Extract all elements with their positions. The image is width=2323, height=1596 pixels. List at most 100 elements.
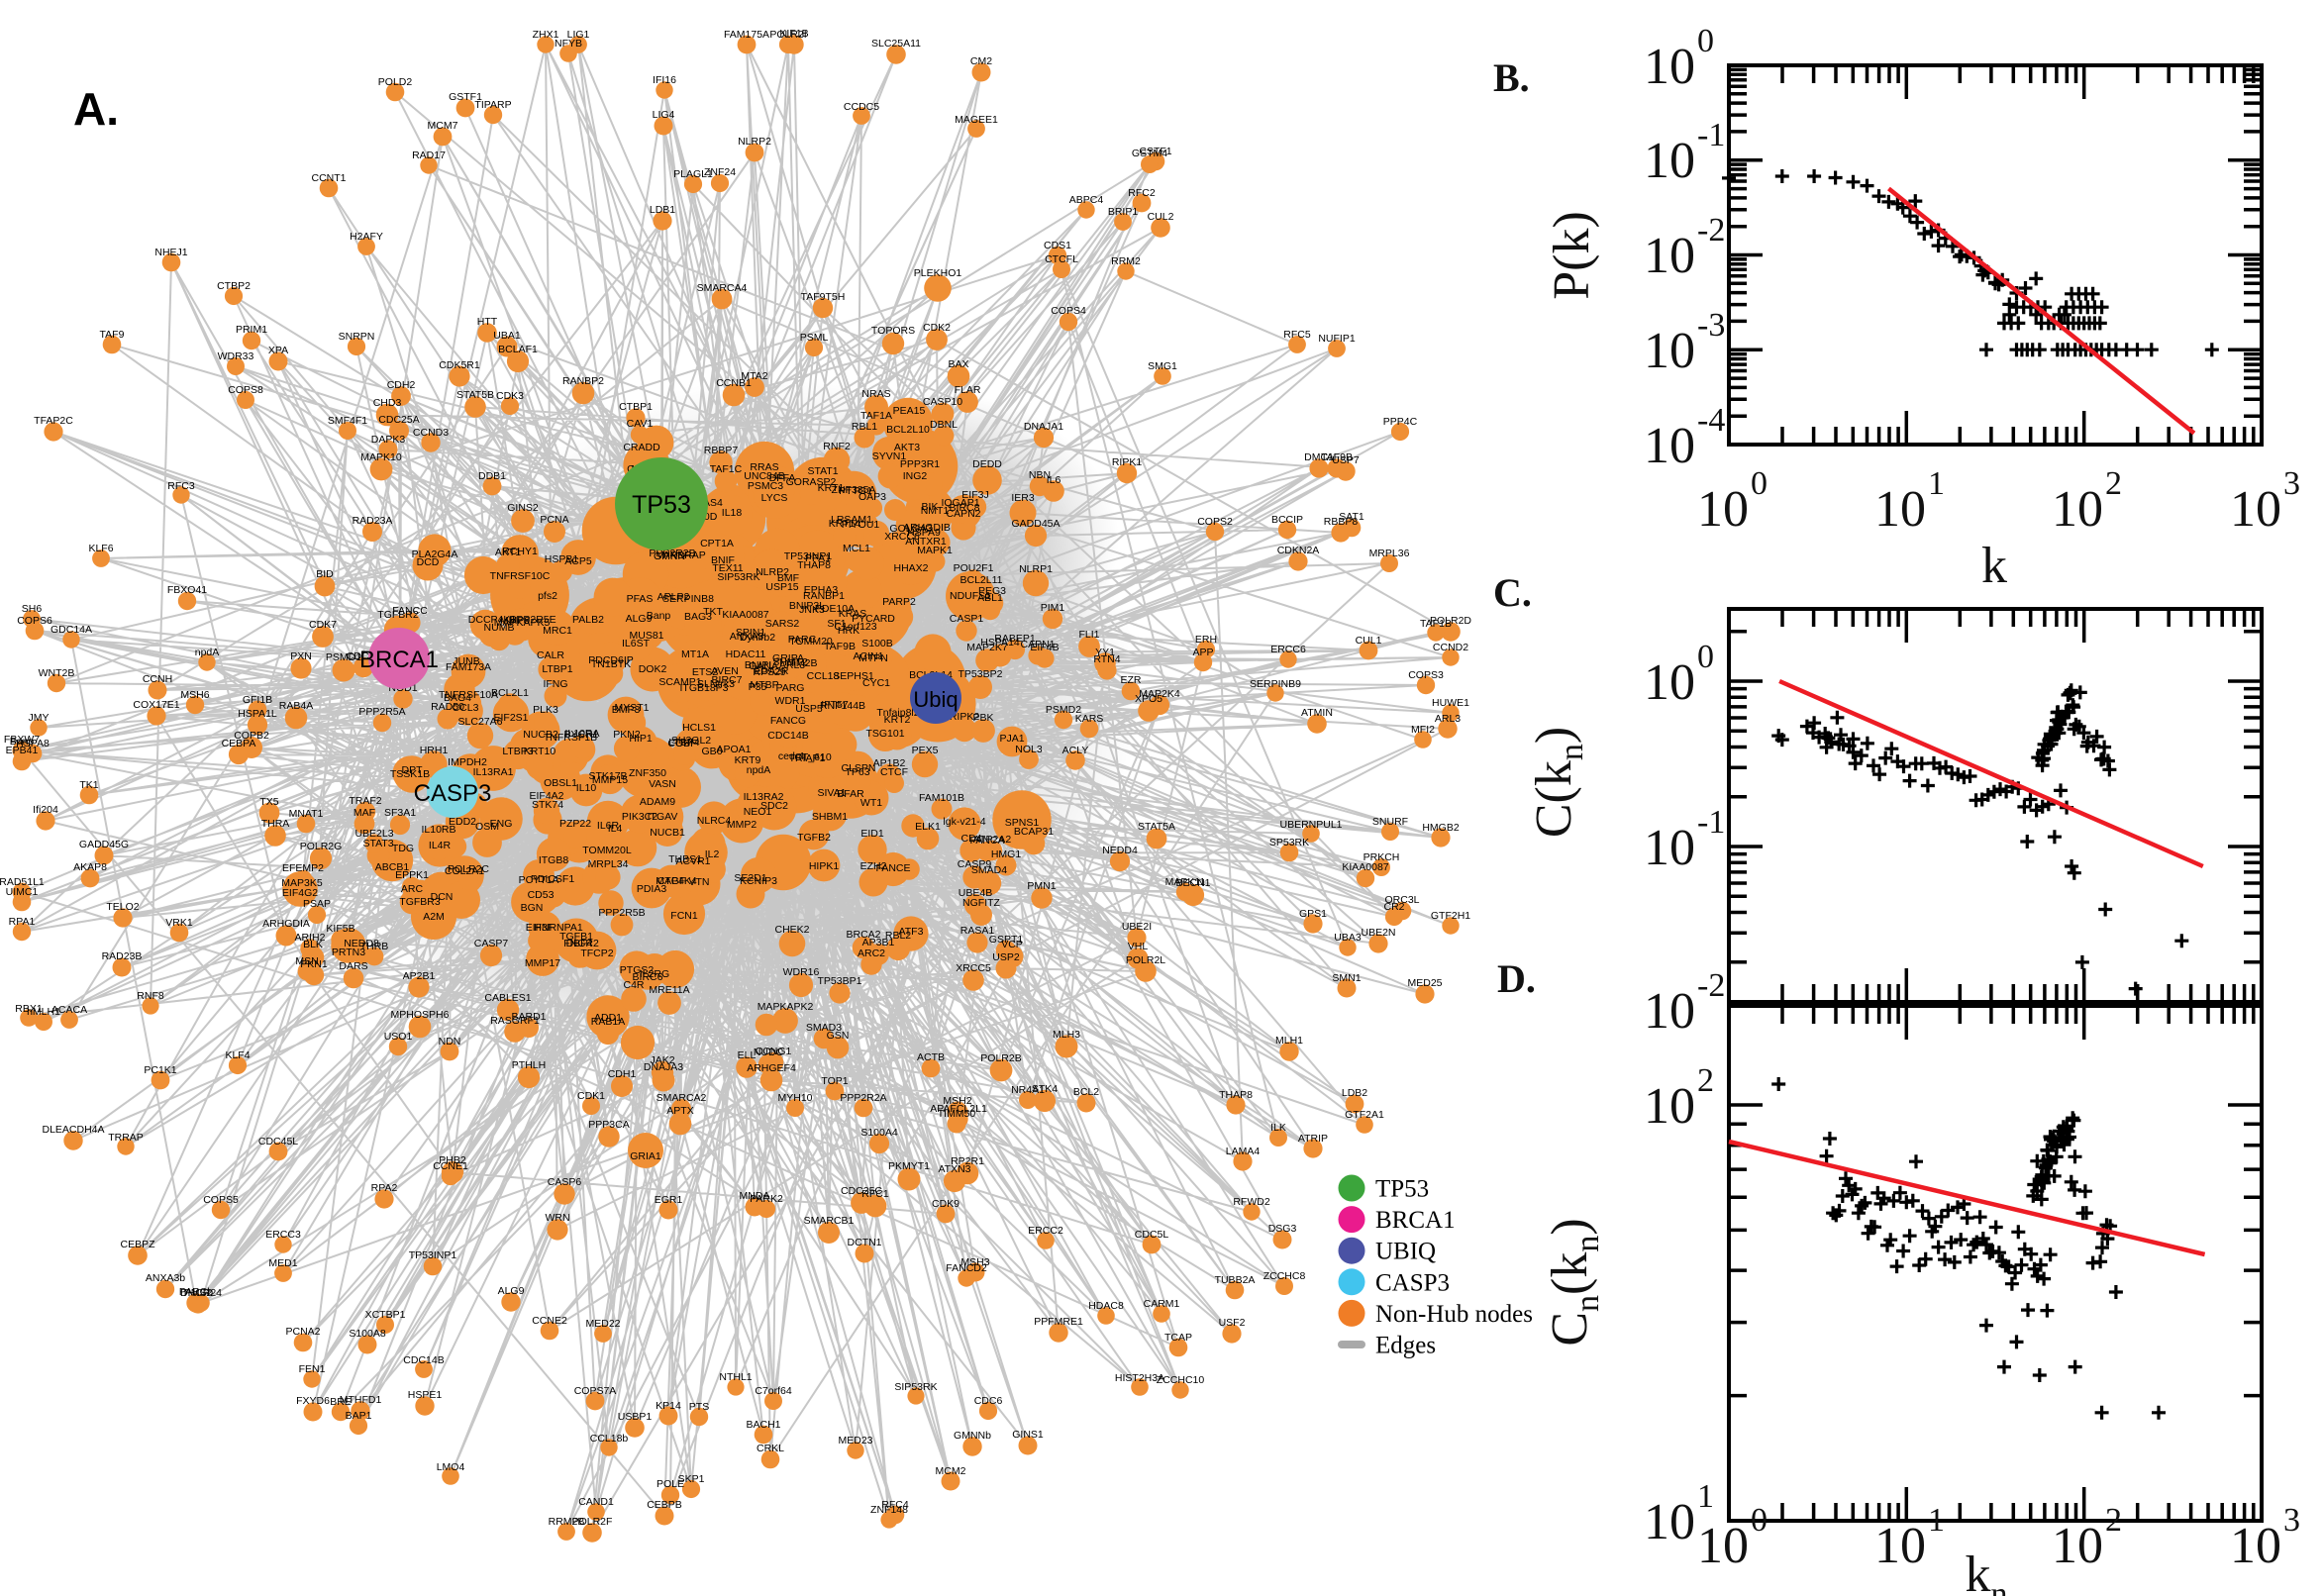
svg-text:CDC14B: CDC14B (403, 1354, 444, 1366)
svg-text:CASP3: CASP3 (414, 780, 492, 807)
svg-text:ACLY: ACLY (1062, 745, 1089, 756)
svg-text:CEBPZ: CEBPZ (120, 1239, 155, 1250)
svg-text:IL10RB: IL10RB (421, 824, 455, 836)
svg-text:PHB2: PHB2 (439, 1154, 466, 1166)
svg-text:ARHGDIA: ARHGDIA (262, 918, 310, 930)
svg-text:MCL1: MCL1 (843, 543, 870, 554)
svg-text:JMY: JMY (29, 712, 50, 724)
svg-text:IL4: IL4 (608, 823, 623, 835)
svg-text:TRIAP1: TRIAP1 (789, 752, 826, 764)
svg-text:PARK2: PARK2 (750, 1193, 783, 1205)
svg-text:FLAR: FLAR (955, 384, 981, 396)
svg-text:SMF4F1: SMF4F1 (328, 415, 367, 427)
svg-text:WDR33: WDR33 (218, 350, 254, 362)
svg-text:TFCP2: TFCP2 (580, 948, 613, 959)
svg-text:TUBB2A: TUBB2A (1215, 1274, 1256, 1286)
svg-text:YY1: YY1 (1095, 647, 1115, 658)
svg-text:PTS: PTS (689, 1401, 709, 1413)
svg-text:SHMT2: SHMT2 (772, 656, 808, 668)
svg-text:ATRIP: ATRIP (1298, 1133, 1328, 1145)
svg-text:-1: -1 (1697, 804, 1725, 841)
svg-text:TRRAP: TRRAP (108, 1132, 144, 1144)
svg-text:SH3GL2: SH3GL2 (671, 735, 711, 747)
svg-text:UBE2N: UBE2N (1361, 927, 1395, 939)
svg-text:ZNF385A: ZNF385A (832, 484, 876, 496)
svg-text:EGR1: EGR1 (655, 1194, 683, 1206)
svg-text:TP53: TP53 (1375, 1176, 1429, 1203)
svg-text:EDA2R: EDA2R (754, 665, 788, 677)
svg-text:ALG9: ALG9 (626, 613, 653, 625)
svg-text:CDH1: CDH1 (608, 1068, 637, 1080)
svg-text:IL13RA1: IL13RA1 (473, 766, 514, 778)
svg-text:TAF1A: TAF1A (860, 410, 892, 422)
svg-text:DBNL: DBNL (930, 419, 958, 431)
svg-text:PPP3R1: PPP3R1 (900, 458, 940, 470)
svg-text:NDUFS1: NDUFS1 (950, 590, 991, 602)
svg-text:RBBP8: RBBP8 (1324, 516, 1359, 528)
svg-text:IL13RA2: IL13RA2 (744, 791, 784, 803)
svg-text:PDICSF1: PDICSF1 (531, 873, 575, 885)
svg-text:SLC27A6: SLC27A6 (458, 716, 503, 728)
svg-text:HCLS1: HCLS1 (682, 722, 716, 734)
svg-text:CCNE2: CCNE2 (532, 1315, 567, 1327)
svg-text:UNC84B: UNC84B (744, 470, 784, 482)
svg-text:10: 10 (1644, 1494, 1695, 1550)
svg-text:SMN1: SMN1 (1332, 972, 1361, 984)
svg-text:NOL3: NOL3 (1015, 744, 1043, 755)
svg-text:COPS7A: COPS7A (574, 1385, 617, 1397)
svg-text:VHL: VHL (1128, 941, 1149, 952)
svg-text:TCAP: TCAP (1164, 1332, 1192, 1344)
svg-text:GTF2H1: GTF2H1 (1431, 910, 1470, 922)
svg-text:CASP7: CASP7 (474, 938, 509, 949)
svg-text:GRIPA: GRIPA (772, 652, 804, 664)
svg-text:HDAC11: HDAC11 (726, 648, 766, 660)
svg-text:UBERNPUL1: UBERNPUL1 (1279, 819, 1342, 831)
svg-text:MTBP: MTBP (750, 679, 778, 691)
svg-text:UBE2I: UBE2I (1122, 921, 1152, 933)
svg-text:CSTF1: CSTF1 (1139, 146, 1171, 157)
svg-text:GORASP2: GORASP2 (786, 476, 837, 488)
svg-text:RABEP1: RABEP1 (994, 633, 1036, 645)
svg-text:RNF144B: RNF144B (820, 700, 865, 712)
svg-text:HRH1: HRH1 (420, 745, 449, 756)
svg-text:NR4A1: NR4A1 (1011, 1084, 1045, 1096)
svg-text:10: 10 (1644, 228, 1695, 284)
svg-text:GSPT1: GSPT1 (989, 934, 1024, 946)
svg-text:CABLES1: CABLES1 (484, 992, 531, 1004)
svg-text:XRCC6: XRCC6 (884, 531, 920, 543)
svg-text:CCNB1: CCNB1 (716, 377, 752, 389)
svg-text:TOPORS: TOPORS (871, 325, 915, 337)
svg-text:RBX1: RBX1 (15, 1003, 43, 1015)
svg-text:NHEJ1: NHEJ1 (154, 247, 187, 258)
svg-text:H2AFY: H2AFY (350, 231, 383, 243)
svg-text:THBS1: THBS1 (668, 853, 702, 865)
svg-text:TP53: TP53 (632, 491, 691, 519)
svg-text:BRCA2: BRCA2 (846, 929, 880, 941)
svg-text:LIG1: LIG1 (567, 29, 590, 41)
svg-text:0: 0 (1697, 639, 1714, 675)
svg-text:FAM101B: FAM101B (919, 792, 964, 804)
svg-text:PARP2: PARP2 (882, 596, 916, 608)
svg-text:MMP9: MMP9 (500, 615, 530, 627)
svg-text:IL10RA: IL10RA (564, 728, 599, 740)
svg-text:RPA2: RPA2 (371, 1182, 398, 1194)
svg-text:HSPB1: HSPB1 (545, 553, 579, 565)
svg-text:LDB2: LDB2 (1342, 1087, 1367, 1099)
svg-text:10: 10 (2230, 481, 2281, 538)
svg-text:ABCB1: ABCB1 (375, 861, 410, 873)
svg-text:CTBP1: CTBP1 (619, 401, 653, 413)
svg-text:IFNG: IFNG (543, 678, 567, 690)
svg-text:GB6: GB6 (701, 746, 722, 757)
svg-text:BFAR: BFAR (837, 788, 864, 800)
svg-text:SP53RK: SP53RK (1269, 837, 1309, 848)
svg-text:SIVA1: SIVA1 (818, 787, 847, 799)
svg-text:NUFIP1: NUFIP1 (1318, 333, 1356, 345)
svg-text:-2: -2 (1697, 212, 1725, 249)
svg-text:ITM2B: ITM2B (787, 657, 818, 669)
svg-text:ELL: ELL (738, 1049, 757, 1061)
svg-text:ETS2: ETS2 (692, 666, 718, 678)
svg-text:C7orf64: C7orf64 (755, 1385, 792, 1397)
svg-text:IER3: IER3 (1011, 492, 1035, 504)
svg-text:TP53INP1: TP53INP1 (784, 550, 833, 562)
svg-text:ced-4: ced-4 (778, 750, 804, 762)
